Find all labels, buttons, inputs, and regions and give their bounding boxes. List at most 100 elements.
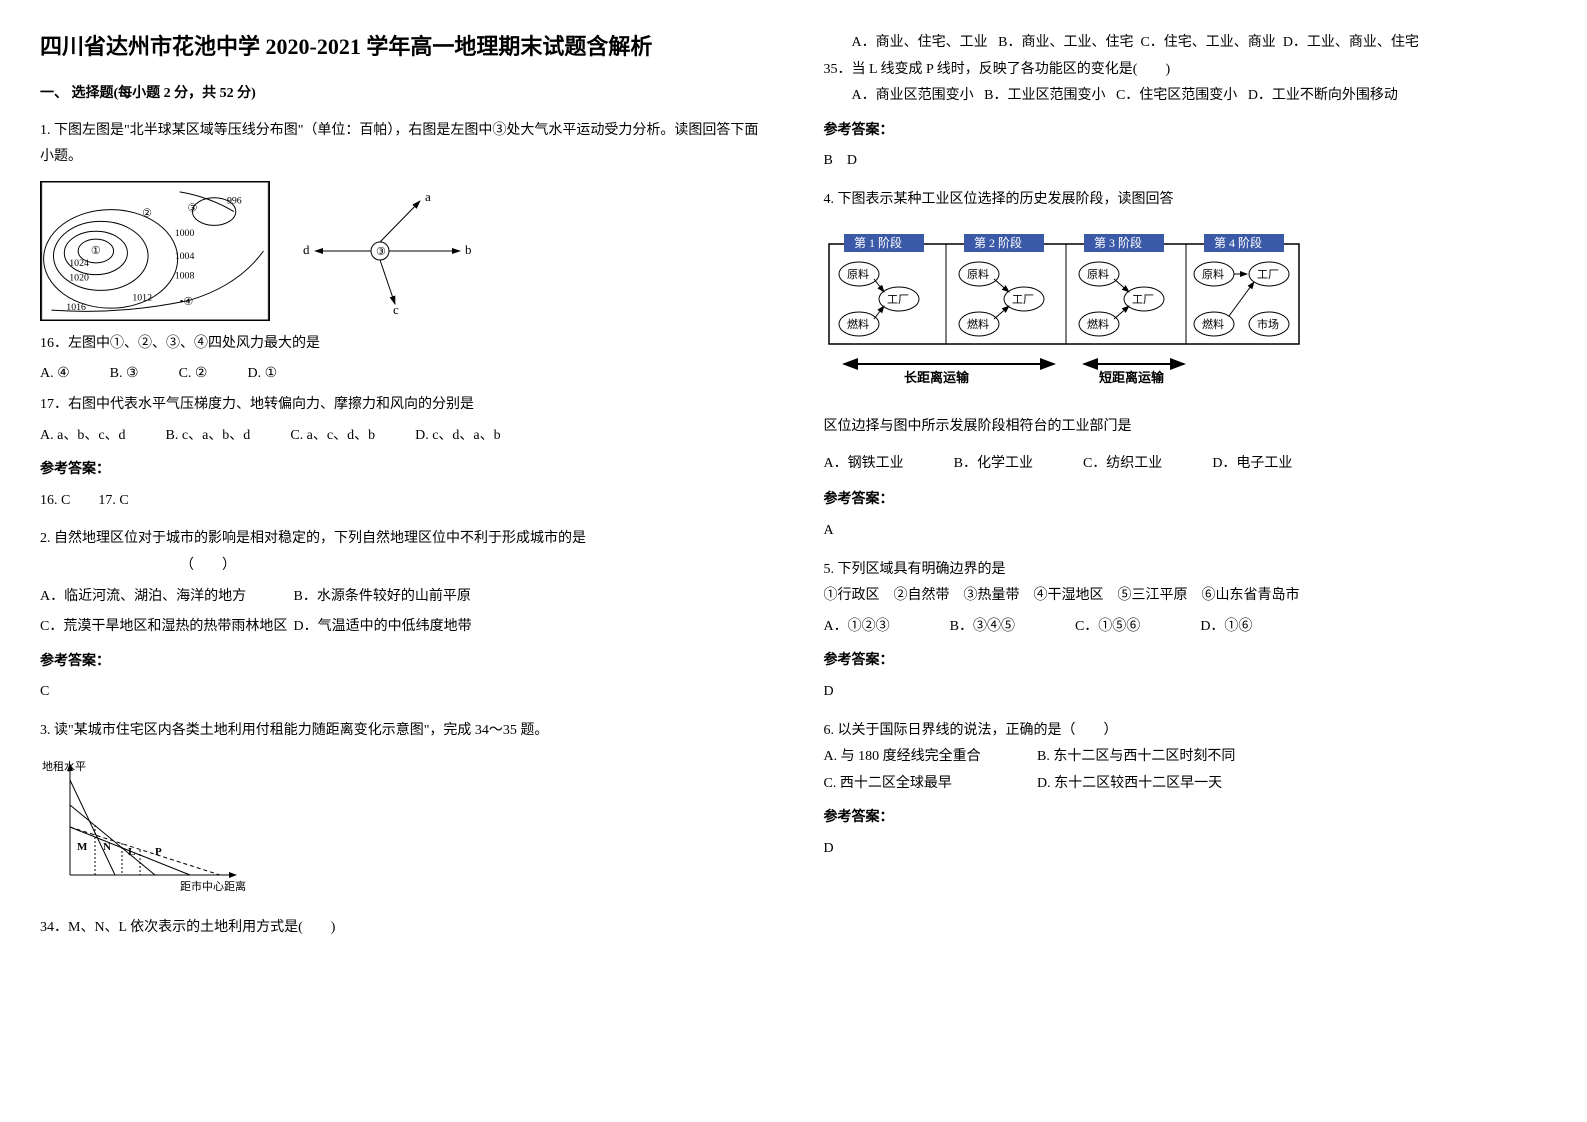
- q1-16-a: A. ④: [40, 361, 70, 388]
- q3-35-b: B．工业区范围变小: [984, 88, 1105, 103]
- q1-17-d: D. c、d、a、b: [415, 423, 501, 450]
- curve-m: M: [77, 841, 88, 853]
- rent-curve-chart: 地租水平 距市中心距离 M N L: [40, 755, 250, 895]
- marker-4: •④: [180, 296, 194, 308]
- q3-opts34: A．商业、住宅、工业 B．商业、工业、住宅 C．住宅、工业、商业 D．工业、商业…: [824, 30, 1548, 57]
- s1-raw: 原料: [847, 267, 869, 281]
- long-transport: 长距离运输: [904, 370, 970, 385]
- exam-page: 四川省达州市花池中学 2020-2021 学年高一地理期末试题含解析 一、 选择…: [40, 30, 1547, 950]
- s4-factory: 工厂: [1257, 269, 1279, 281]
- q4-sub: 区位边择与图中所示发展阶段相符台的工业部门是: [824, 414, 1548, 441]
- isobar-1004: 1004: [175, 251, 195, 262]
- isobar-1024: 1024: [69, 258, 89, 269]
- q4-d: D．电子工业: [1212, 451, 1292, 478]
- q6-a: A. 与 180 度经线完全重合: [824, 744, 1034, 771]
- q5-c: C．①⑤⑥: [1075, 614, 1140, 641]
- q6-stem: 6. 以关于国际日界线的说法，正确的是（ ）: [824, 718, 1548, 745]
- question-3: 3. 读"某城市住宅区内各类土地利用付租能力随距离变化示意图"，完成 34～35…: [40, 718, 764, 942]
- arrow-a: a: [425, 189, 431, 204]
- isobar-1016: 1016: [66, 302, 86, 313]
- marker-2: ②: [142, 207, 152, 219]
- curve-l: L: [128, 846, 135, 858]
- q1-16-c: C. ②: [179, 361, 208, 388]
- right-column: A．商业、住宅、工业 B．商业、工业、住宅 C．住宅、工业、商业 D．工业、商业…: [824, 30, 1548, 950]
- q3-ans: B D: [824, 148, 1548, 175]
- q3-35-a: A．商业区范围变小: [852, 88, 974, 103]
- q1-16-b: B. ③: [110, 361, 139, 388]
- q3-35-c: C．住宅区范围变小: [1116, 88, 1237, 103]
- q2-row1: A．临近河流、湖泊、海洋的地方 B．水源条件较好的山前平原: [40, 584, 764, 611]
- q5-ans-label: 参考答案：: [824, 648, 1548, 675]
- q4-c: C．纺织工业: [1083, 451, 1162, 478]
- q2-b: B．水源条件较好的山前平原: [294, 589, 471, 604]
- q4-stem: 4. 下图表示某种工业区位选择的历史发展阶段，读图回答: [824, 187, 1548, 214]
- q3-stem: 3. 读"某城市住宅区内各类土地利用付租能力随距离变化示意图"，完成 34～35…: [40, 718, 764, 745]
- q6-row1: A. 与 180 度经线完全重合 B. 东十二区与西十二区时刻不同: [824, 744, 1548, 771]
- q4-ans: A: [824, 518, 1548, 545]
- q3-34-a: A．商业、住宅、工业: [852, 35, 988, 50]
- q6-d: D. 东十二区较西十二区早一天: [1037, 776, 1222, 791]
- s1-factory: 工厂: [887, 294, 909, 306]
- q3-34-c: C．住宅、工业、商业: [1140, 35, 1275, 50]
- q4-a: A．钢铁工业: [824, 451, 904, 478]
- q5-items: ①行政区 ②自然带 ③热量带 ④干湿地区 ⑤三江平原 ⑥山东省青岛市: [824, 583, 1548, 610]
- q6-ans: D: [824, 836, 1548, 863]
- s2-factory: 工厂: [1012, 294, 1034, 306]
- q4-ans-label: 参考答案：: [824, 487, 1548, 514]
- stage-3: 第 3 阶段: [1094, 235, 1142, 250]
- question-4: 4. 下图表示某种工业区位选择的历史发展阶段，读图回答 第 1 阶段 第: [824, 187, 1548, 545]
- q2-c: C．荒漠干旱地区和湿热的热带雨林地区: [40, 614, 290, 641]
- q3-35-d: D．工业不断向外围移动: [1248, 88, 1398, 103]
- q5-d: D．①⑥: [1200, 614, 1252, 641]
- marker-3: ③: [188, 202, 198, 214]
- stage-4: 第 4 阶段: [1214, 235, 1262, 250]
- s4-raw: 原料: [1202, 267, 1224, 281]
- q1-16-d: D. ①: [247, 361, 277, 388]
- center-marker: ③: [376, 246, 386, 258]
- q4-figure: 第 1 阶段 第 2 阶段 第 3 阶段 第 4 阶段 原料: [824, 224, 1548, 405]
- q3-figure: 地租水平 距市中心距离 M N L: [40, 755, 764, 906]
- isobar-996: 996: [227, 195, 242, 206]
- q5-ans: D: [824, 679, 1548, 706]
- industry-stages-diagram: 第 1 阶段 第 2 阶段 第 3 阶段 第 4 阶段 原料: [824, 224, 1304, 394]
- q3-sub34: 34．M、N、L 依次表示的土地利用方式是( ): [40, 915, 764, 942]
- curve-n: N: [103, 841, 111, 853]
- s3-raw: 原料: [1087, 267, 1109, 281]
- stage-1: 第 1 阶段: [854, 235, 902, 250]
- isobar-1000: 1000: [175, 228, 195, 239]
- x-label: 距市中心距离: [180, 879, 246, 893]
- q1-stem: 1. 下图左图是"北半球某区域等压线分布图"（单位：百帕），右图是左图中③处大气…: [40, 118, 764, 171]
- isobar-1012: 1012: [132, 292, 152, 303]
- curve-p: P: [155, 846, 162, 858]
- y-label: 地租水平: [42, 760, 86, 773]
- short-transport: 短距离运输: [1099, 370, 1165, 385]
- q5-stem: 5. 下列区域具有明确边界的是: [824, 557, 1548, 584]
- stage-headers: 第 1 阶段 第 2 阶段 第 3 阶段 第 4 阶段: [844, 234, 1284, 252]
- question-5: 5. 下列区域具有明确边界的是 ①行政区 ②自然带 ③热量带 ④干湿地区 ⑤三江…: [824, 557, 1548, 706]
- q1-ans: 16. C 17. C: [40, 488, 764, 515]
- question-2: 2. 自然地理区位对于城市的影响是相对稳定的，下列自然地理区位中不利于形成城市的…: [40, 526, 764, 706]
- q1-figure: ① ② ③ •④ 996 1000 1004 1008 1012 1016 10…: [40, 181, 764, 321]
- q4-opts: A．钢铁工业 B．化学工业 C．纺织工业 D．电子工业: [824, 451, 1548, 478]
- q6-b: B. 东十二区与西十二区时刻不同: [1037, 749, 1235, 764]
- arrow-d: d: [303, 242, 310, 257]
- q1-17-b: B. c、a、b、d: [166, 423, 251, 450]
- q3-ans-label: 参考答案：: [824, 118, 1548, 145]
- isobar-map: ① ② ③ •④ 996 1000 1004 1008 1012 1016 10…: [40, 181, 270, 321]
- s3-fuel: 燃料: [1087, 317, 1109, 331]
- q1-17-c: C. a、c、d、b: [290, 423, 375, 450]
- q3-sub35: 35．当 L 线变成 P 线时，反映了各功能区的变化是( ): [824, 57, 1548, 84]
- s4-market: 市场: [1257, 317, 1279, 331]
- section-header: 一、 选择题(每小题 2 分，共 52 分): [40, 81, 764, 108]
- q5-opts: A．①②③ B．③④⑤ C．①⑤⑥ D．①⑥: [824, 614, 1548, 641]
- s2-raw: 原料: [967, 267, 989, 281]
- q3-34-b: B．商业、工业、住宅: [998, 35, 1133, 50]
- question-1: 1. 下图左图是"北半球某区域等压线分布图"（单位：百帕），右图是左图中③处大气…: [40, 118, 764, 515]
- arrow-b: b: [465, 242, 472, 257]
- stage-2: 第 2 阶段: [974, 235, 1022, 250]
- q4-b: B．化学工业: [954, 451, 1033, 478]
- isobar-1020: 1020: [69, 272, 89, 283]
- q1-17-a: A. a、b、c、d: [40, 423, 126, 450]
- q2-d: D．气温适中的中低纬度地带: [294, 619, 472, 634]
- q2-row2: C．荒漠干旱地区和湿热的热带雨林地区 D．气温适中的中低纬度地带: [40, 614, 764, 641]
